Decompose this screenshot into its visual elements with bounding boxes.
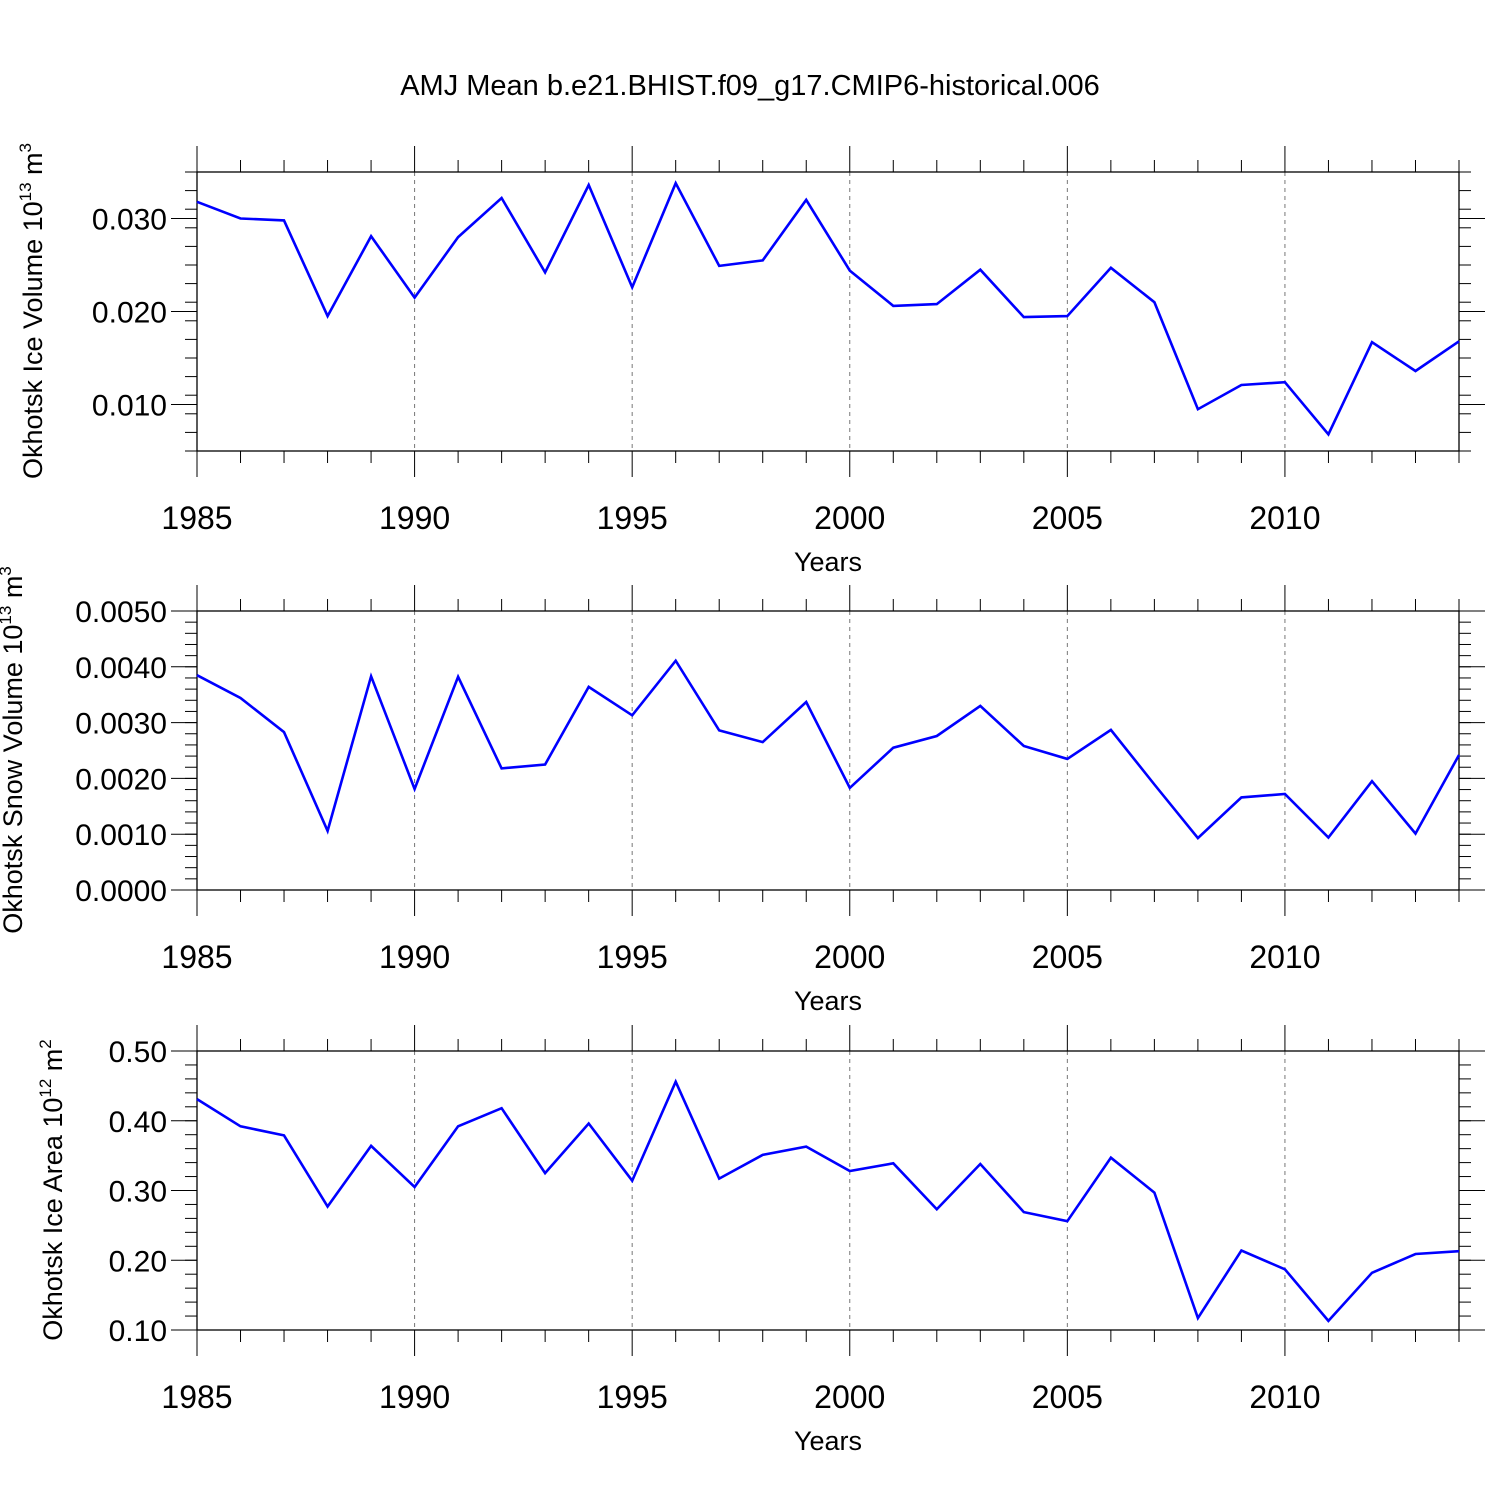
x-tick-label: 1995 — [597, 1379, 668, 1415]
x-tick-label: 2000 — [814, 1379, 885, 1415]
y-axis-title-main: Okhotsk Snow Volume 10 — [0, 625, 28, 934]
y-axis-title: Okhotsk Ice Area 1012 m2 — [36, 1039, 68, 1341]
y-axis-title-unit-exponent: 3 — [16, 143, 35, 152]
y-axis-title-main: Okhotsk Ice Area 10 — [38, 1098, 68, 1341]
chart-panels: 0.010 0.020 0.030 1985 1990 1995 2000 2005 2010 Y… — [0, 143, 1485, 1456]
x-tick-label: 1995 — [597, 939, 668, 975]
series-line — [196, 180, 1460, 437]
chart-panel-1: 0.010 0.020 0.030 1985 1990 1995 2000 2005 2010 Y… — [16, 143, 1485, 577]
x-tick-label: 2010 — [1249, 1379, 1320, 1415]
y-axis-title-unit-exponent: 2 — [36, 1039, 55, 1048]
x-axis-title: Years — [794, 1426, 862, 1456]
x-tick-label: 1990 — [379, 1379, 450, 1415]
y-tick-label: 0.0010 — [75, 819, 167, 852]
y-tick-label: 0.0050 — [75, 596, 167, 629]
x-tick-label: 1995 — [597, 500, 668, 536]
y-tick-label: 0.010 — [92, 390, 167, 423]
y-axis-title-exponent: 12 — [36, 1079, 55, 1098]
x-tick-label: 2005 — [1032, 1379, 1103, 1415]
x-tick-label: 1985 — [161, 500, 232, 536]
x-tick-label: 1990 — [379, 500, 450, 536]
y-axis-title-exponent: 13 — [16, 182, 35, 201]
y-tick-label: 0.50 — [109, 1036, 167, 1069]
x-tick-label: 1990 — [379, 939, 450, 975]
y-axis-title: Okhotsk Snow Volume 1013 m3 — [0, 566, 28, 934]
y-axis-title-unit-exponent: 3 — [0, 566, 15, 575]
series-line — [196, 658, 1461, 841]
y-tick-label: 0.30 — [109, 1176, 167, 1209]
y-tick-label: 0.0020 — [75, 763, 167, 796]
x-tick-label: 2010 — [1249, 939, 1320, 975]
y-tick-label: 0.20 — [109, 1245, 167, 1278]
x-tick-label: 2000 — [814, 500, 885, 536]
y-axis-title-unit: m — [38, 1049, 68, 1079]
figure-title: AMJ Mean b.e21.BHIST.f09_g17.CMIP6-histo… — [400, 70, 1100, 102]
x-axis-title: Years — [794, 986, 862, 1016]
x-tick-label: 2005 — [1032, 500, 1103, 536]
x-tick-label: 2000 — [814, 939, 885, 975]
y-tick-label: 0.020 — [92, 297, 167, 330]
y-axis-title-exponent: 13 — [0, 606, 15, 625]
y-tick-label: 0.10 — [109, 1315, 167, 1348]
chart-panel-3: 0.10 0.20 0.30 0.40 0.50 1985 1990 1995 2000 2005… — [36, 1025, 1485, 1456]
y-axis-title: Okhotsk Ice Volume 1013 m3 — [16, 143, 48, 479]
y-tick-label: 0.030 — [92, 204, 167, 237]
chart-panel-2: 0.0000 0.0010 0.0020 0.0030 0.0040 0.0050 1985… — [0, 566, 1485, 1016]
y-tick-label: 0.40 — [109, 1106, 167, 1139]
x-tick-label: 1985 — [161, 939, 232, 975]
x-tick-label: 2005 — [1032, 939, 1103, 975]
x-tick-label: 2010 — [1249, 500, 1320, 536]
y-axis-title-unit: m — [0, 576, 28, 606]
y-tick-label: 0.0040 — [75, 652, 167, 685]
x-axis-title: Years — [794, 547, 862, 577]
y-tick-label: 0.0030 — [75, 708, 167, 741]
y-axis-title-main: Okhotsk Ice Volume 10 — [18, 201, 48, 479]
plot-frame — [196, 610, 1460, 891]
y-tick-label: 0.0000 — [75, 875, 167, 908]
y-axis-title-unit: m — [18, 152, 48, 182]
series-line — [196, 1078, 1460, 1323]
x-tick-label: 1985 — [161, 1379, 232, 1415]
